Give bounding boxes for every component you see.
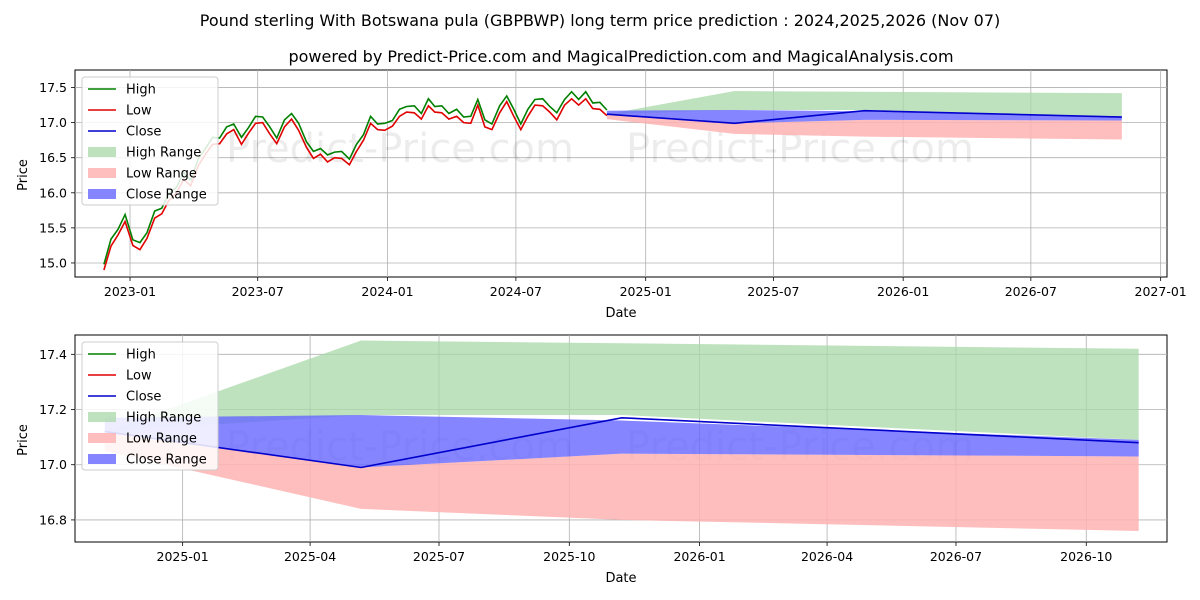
legend-label: High xyxy=(126,348,156,363)
legend-label: High Range xyxy=(126,146,201,161)
x-tick-label: 2026-10 xyxy=(1060,549,1112,564)
y-tick-label: 17.4 xyxy=(39,347,67,362)
series-lines-bottom xyxy=(104,416,1139,469)
y-tick-label: 16.0 xyxy=(39,185,67,200)
x-tick-label: 2024-01 xyxy=(361,284,413,299)
y-axis-bottom: 16.8 17.0 17.2 17.4 xyxy=(39,347,75,527)
y-tick-label: 17.0 xyxy=(39,115,67,130)
legend-label: Low Range xyxy=(126,167,197,182)
legend-label: High xyxy=(126,83,156,98)
x-tick-label: 2026-07 xyxy=(930,549,982,564)
close-range-band xyxy=(606,109,1122,124)
close-forecast-line xyxy=(104,416,1139,469)
watermark-top-left: Predict-Price.com xyxy=(226,126,574,172)
legend-swatch-patch xyxy=(88,412,116,422)
y-tick-label: 16.8 xyxy=(39,512,67,527)
x-tick-label: 2025-01 xyxy=(157,549,209,564)
x-tick-label: 2025-10 xyxy=(543,549,595,564)
x-tick-label: 2026-01 xyxy=(877,284,929,299)
x-axis-bottom: 2025-01 2025-04 2025-07 2025-10 2026-01 2026-… xyxy=(157,542,1112,564)
chart-title: Pound sterling With Botswana pula (GBPBW… xyxy=(200,11,1001,30)
legend-top: High Low Close High Range Low Range Close Ran… xyxy=(81,76,219,206)
legend-label: High Range xyxy=(126,411,201,426)
legend-bottom: High Low Close High Range Low Range Close Ran… xyxy=(81,341,219,471)
legend-label: Close xyxy=(126,125,161,140)
low-range-band xyxy=(104,431,1139,531)
y-tick-label: 15.0 xyxy=(39,255,67,270)
legend-swatch-patch xyxy=(88,454,116,464)
x-tick-label: 2025-07 xyxy=(413,549,465,564)
high-range-band xyxy=(606,91,1122,117)
forecast-zoom-chart: Predict-Price.com Predict-Price.com 2025… xyxy=(16,334,1168,586)
x-tick-label: 2026-07 xyxy=(1005,284,1057,299)
x-axis-label-bottom: Date xyxy=(605,571,636,586)
low-range-band xyxy=(606,114,1122,140)
x-tick-label: 2025-01 xyxy=(620,284,672,299)
y-axis-top: 15.0 15.5 16.0 16.5 17.0 17.5 xyxy=(39,80,75,270)
full-history-chart: Predict-Price.com Predict-Price.com 2023… xyxy=(16,69,1187,321)
legend-label: Low Range xyxy=(126,432,197,447)
x-axis-label-top: Date xyxy=(605,306,636,321)
x-tick-label: 2025-07 xyxy=(747,284,799,299)
x-tick-label: 2025-04 xyxy=(284,549,336,564)
x-tick-label: 2023-07 xyxy=(232,284,284,299)
legend-label: Low xyxy=(126,104,152,119)
y-tick-label: 17.2 xyxy=(39,402,67,417)
forecast-ranges-bottom xyxy=(104,340,1139,531)
x-tick-label: 2024-07 xyxy=(490,284,542,299)
legend-swatch-patch xyxy=(88,168,116,178)
y-tick-label: 17.5 xyxy=(39,80,67,95)
chart-subtitle: powered by Predict-Price.com and Magical… xyxy=(288,47,953,66)
x-tick-label: 2026-01 xyxy=(673,549,725,564)
legend-label: Close Range xyxy=(126,453,207,468)
x-tick-label: 2026-04 xyxy=(801,549,853,564)
high-range-band xyxy=(104,340,1139,440)
legend-label: Close xyxy=(126,390,161,405)
forecast-ranges-top xyxy=(606,91,1122,140)
y-axis-label-bottom: Price xyxy=(16,424,31,456)
x-tick-label: 2023-01 xyxy=(104,284,156,299)
close-forecast-line xyxy=(606,109,1122,125)
legend-swatch-patch xyxy=(88,433,116,443)
legend-label: Close Range xyxy=(126,188,207,203)
x-axis-top: 2023-01 2023-07 2024-01 2024-07 2025-01 2025-… xyxy=(104,277,1187,299)
legend-label: Low xyxy=(126,369,152,384)
y-tick-label: 17.0 xyxy=(39,457,67,472)
legend-swatch-patch xyxy=(88,147,116,157)
close-range-band xyxy=(104,415,1139,468)
y-axis-label-top: Price xyxy=(16,159,31,191)
legend-swatch-patch xyxy=(88,189,116,199)
y-tick-label: 15.5 xyxy=(39,220,67,235)
y-tick-label: 16.5 xyxy=(39,150,67,165)
x-tick-label: 2027-01 xyxy=(1135,284,1187,299)
